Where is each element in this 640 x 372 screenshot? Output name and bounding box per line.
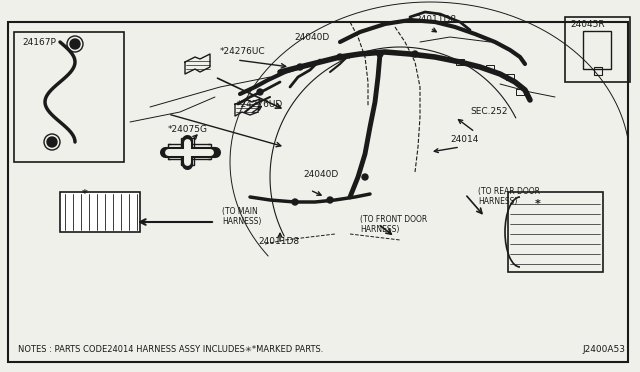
Bar: [516, 89, 524, 95]
Text: 24011D8: 24011D8: [258, 237, 299, 246]
Text: 24011D8: 24011D8: [415, 15, 456, 24]
Text: (TO MAIN: (TO MAIN: [222, 207, 258, 216]
Bar: [486, 65, 494, 71]
Text: SEC.252: SEC.252: [470, 107, 508, 116]
Circle shape: [337, 54, 343, 60]
Bar: [456, 59, 464, 65]
Bar: [565, 17, 630, 82]
Text: HARNESS): HARNESS): [360, 225, 399, 234]
Bar: [594, 67, 602, 75]
Text: HARNESS): HARNESS): [222, 217, 261, 226]
Bar: [14, 32, 124, 162]
Text: *24276UC: *24276UC: [220, 47, 266, 56]
Circle shape: [47, 137, 57, 147]
Text: *: *: [535, 199, 541, 209]
Circle shape: [292, 199, 298, 205]
Bar: [583, 31, 611, 69]
Circle shape: [327, 197, 333, 203]
Text: 24014: 24014: [450, 135, 478, 144]
Text: 24045R: 24045R: [570, 20, 605, 29]
Bar: [506, 74, 514, 80]
Text: HARNESS): HARNESS): [478, 197, 517, 206]
Bar: [181, 138, 194, 165]
Circle shape: [377, 51, 383, 57]
Bar: [60, 192, 140, 232]
Text: (TO REAR DOOR: (TO REAR DOOR: [478, 187, 540, 196]
Text: J2400A53: J2400A53: [582, 345, 625, 354]
Text: (TO FRONT DOOR: (TO FRONT DOOR: [360, 215, 428, 224]
Text: 24040D: 24040D: [303, 170, 339, 179]
Text: *: *: [82, 189, 88, 199]
Circle shape: [70, 39, 80, 49]
Text: 24040D: 24040D: [294, 33, 329, 42]
Circle shape: [257, 89, 263, 95]
Bar: [168, 144, 211, 159]
Text: *24276UD: *24276UD: [237, 100, 284, 109]
Text: *24075G: *24075G: [168, 125, 208, 134]
Bar: [508, 192, 603, 272]
Circle shape: [297, 64, 303, 70]
Circle shape: [412, 51, 418, 57]
Text: 24167P: 24167P: [22, 38, 56, 47]
Circle shape: [362, 174, 368, 180]
Text: NOTES : PARTS CODE24014 HARNESS ASSY INCLUDES✳*MARKED PARTS.: NOTES : PARTS CODE24014 HARNESS ASSY INC…: [18, 345, 323, 354]
